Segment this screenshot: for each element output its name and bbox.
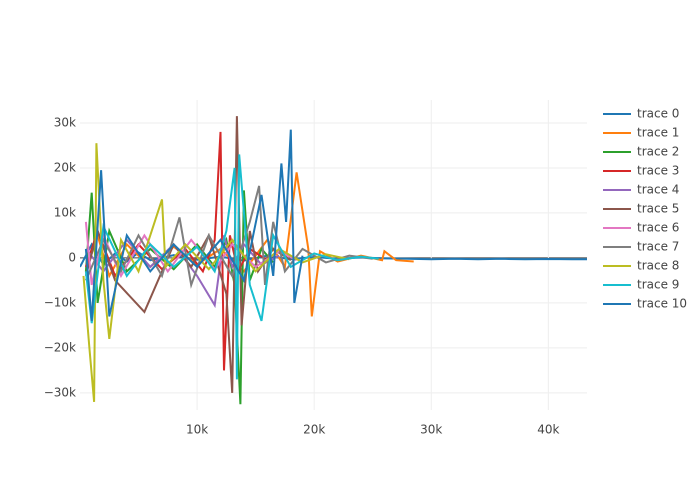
y-tick-label: −10k [44,295,76,309]
trace-line [84,116,292,393]
y-tick-label: 30k [54,115,76,129]
x-tick-label: 20k [303,423,325,437]
y-tick-label: −20k [44,340,76,354]
legend-label: trace 9 [637,278,679,292]
trace-line [84,185,373,289]
y-tick-label: 0 [68,250,76,264]
legend-label: trace 2 [637,145,679,159]
x-tick-label: 30k [420,423,442,437]
y-tick-label: 10k [54,205,76,219]
y-tick-label: −30k [44,385,76,399]
legend-label: trace 7 [637,240,679,254]
trace-line [84,129,304,321]
legend-label: trace 1 [637,126,679,140]
legend-label: trace 0 [637,107,679,121]
x-tick-label: 40k [537,423,559,437]
legend-label: trace 6 [637,221,679,235]
legend-label: trace 10 [637,297,687,311]
legend-label: trace 3 [637,164,679,178]
legend-label: trace 8 [637,259,679,273]
legend-label: trace 5 [637,202,679,216]
y-tick-label: 20k [54,160,76,174]
trace-line [84,154,379,380]
x-tick-label: 10k [186,423,208,437]
legend-label: trace 4 [637,183,679,197]
